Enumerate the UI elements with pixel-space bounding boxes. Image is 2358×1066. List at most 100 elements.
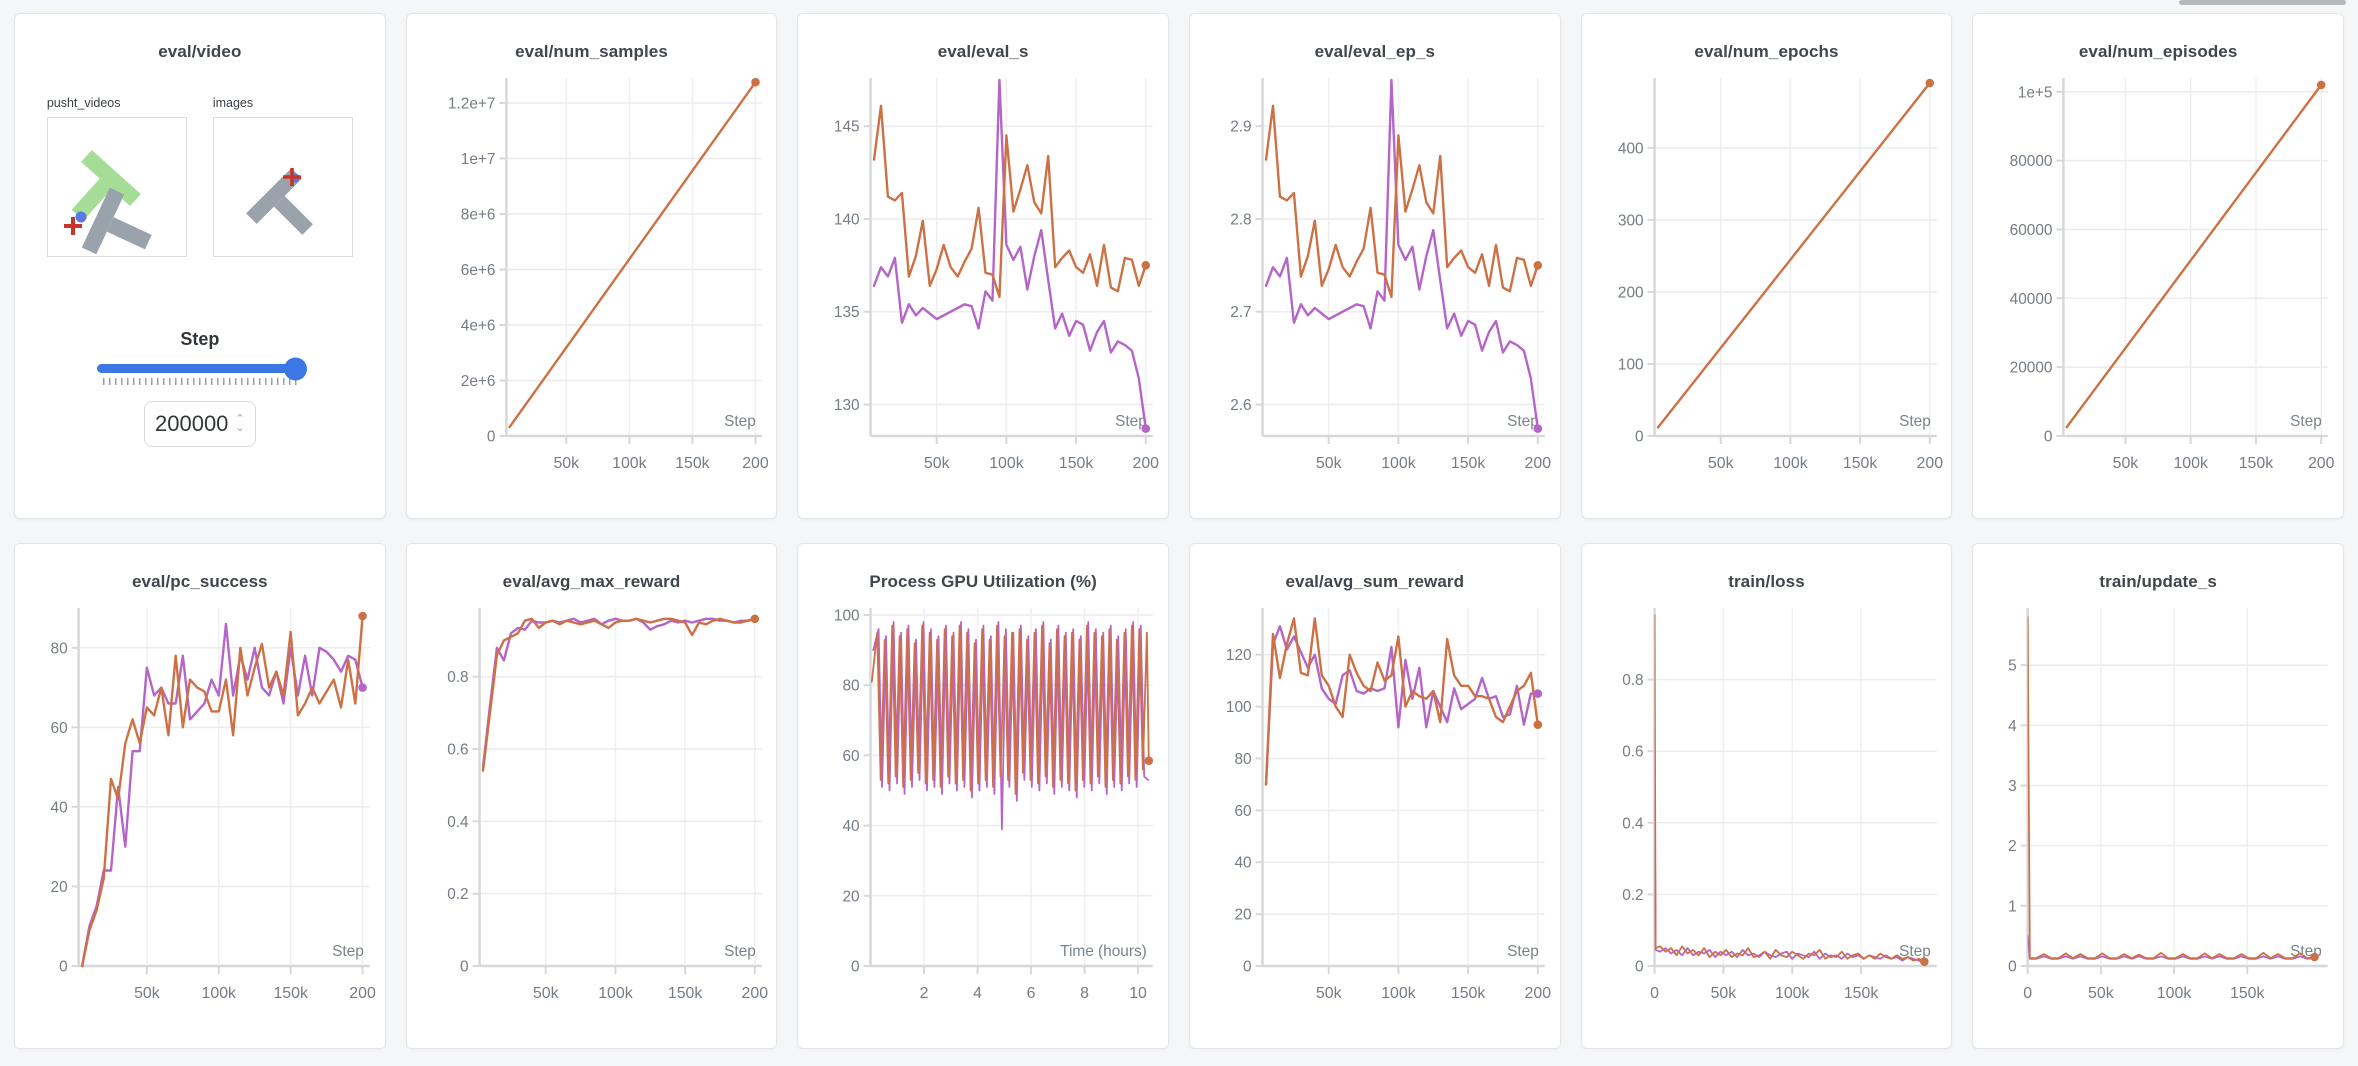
svg-text:2: 2 xyxy=(2008,838,2017,855)
svg-text:2: 2 xyxy=(920,985,929,1002)
svg-text:Step: Step xyxy=(1507,413,1539,430)
step-slider-ticks xyxy=(102,378,301,385)
chart-canvas: 0 20 40 60 80 100 120 50k 100k 150k 200 Step xyxy=(1226,608,1552,1002)
step-increment-button[interactable]: ⌃ xyxy=(235,413,245,425)
gray-t-shape xyxy=(245,168,313,235)
svg-text:4: 4 xyxy=(973,985,982,1002)
media-panel-title: eval/video xyxy=(158,42,242,61)
svg-text:50k: 50k xyxy=(2088,985,2114,1002)
svg-text:0: 0 xyxy=(2024,985,2033,1002)
svg-text:100k: 100k xyxy=(202,985,236,1002)
svg-text:150k: 150k xyxy=(2230,985,2264,1002)
scrollbar-thumb[interactable] xyxy=(2179,0,2346,5)
svg-text:50k: 50k xyxy=(1316,455,1342,472)
svg-text:130: 130 xyxy=(834,397,860,414)
panel-eval-num-episodes: eval/num_episodes 0 20000 40000 60000 80000 1… xyxy=(1972,13,2344,519)
svg-text:200: 200 xyxy=(742,455,769,472)
panel-train-update-s: train/update_s 0 1 2 3 4 5 0 50k 100k 150k Step xyxy=(1972,543,2344,1049)
svg-text:40: 40 xyxy=(843,818,860,835)
images-label: images xyxy=(212,96,254,110)
svg-text:1.2e+7: 1.2e+7 xyxy=(448,95,496,112)
svg-text:0.6: 0.6 xyxy=(447,741,468,758)
chart-title: eval/avg_sum_reward xyxy=(1285,572,1465,591)
svg-text:80: 80 xyxy=(51,640,68,657)
step-slider-handle[interactable] xyxy=(283,357,307,380)
chart-title: eval/eval_ep_s xyxy=(1314,42,1436,61)
chart-canvas: 0 20000 40000 60000 80000 1e+5 50k 100k 150k 200 S… xyxy=(2010,78,2335,472)
pusht-videos-column: pusht_videos xyxy=(46,96,187,257)
chart-title: eval/pc_success xyxy=(131,572,268,591)
chart-title: train/update_s xyxy=(2099,572,2217,591)
chart-title: eval/eval_s xyxy=(937,42,1029,61)
panel-grid: eval/video pusht_videos xyxy=(14,13,2344,1049)
pusht-video-thumbnail[interactable] xyxy=(46,117,187,257)
svg-text:40: 40 xyxy=(1234,855,1251,872)
goal-cross-icon xyxy=(282,168,301,186)
svg-text:Step: Step xyxy=(1507,943,1539,960)
svg-text:0: 0 xyxy=(2008,958,2017,975)
panel-train-loss: train/loss 0 0.2 0.4 0.6 0.8 0 50k 100k 150k Step xyxy=(1580,543,1953,1049)
svg-text:8: 8 xyxy=(1080,985,1089,1002)
chart-canvas: 2.6 2.7 2.8 2.9 50k 100k 150k 200 Step xyxy=(1230,78,1552,472)
step-number-input[interactable]: 200000 ⌃ ⌄ xyxy=(143,401,256,447)
svg-text:0.4: 0.4 xyxy=(1622,815,1644,832)
svg-text:1e+7: 1e+7 xyxy=(460,151,495,168)
svg-text:200: 200 xyxy=(1525,985,1552,1002)
panel-gpu-utilization: Process GPU Utilization (%) 0 20 40 60 80 100… xyxy=(797,543,1169,1049)
svg-text:40000: 40000 xyxy=(2010,291,2053,308)
svg-text:150k: 150k xyxy=(1451,455,1485,472)
svg-text:120: 120 xyxy=(1226,647,1252,664)
chart-canvas: 0 20 40 60 80 50k 100k 150k 200 Step xyxy=(51,608,376,1002)
svg-text:2.8: 2.8 xyxy=(1230,211,1251,228)
svg-text:0: 0 xyxy=(1635,958,1644,975)
svg-text:50k: 50k xyxy=(1710,985,1736,1002)
svg-text:200: 200 xyxy=(1916,455,1943,472)
svg-text:0: 0 xyxy=(1243,958,1252,975)
step-slider[interactable] xyxy=(96,357,307,380)
svg-text:2.6: 2.6 xyxy=(1230,397,1251,414)
svg-text:200: 200 xyxy=(349,985,376,1002)
step-slider-wrap xyxy=(96,357,307,385)
step-decrement-button[interactable]: ⌄ xyxy=(235,422,245,434)
svg-text:100k: 100k xyxy=(990,455,1024,472)
svg-text:200: 200 xyxy=(1525,455,1552,472)
svg-text:50k: 50k xyxy=(533,985,559,1002)
panel-eval-pc-success: eval/pc_success 0 20 40 60 80 50k 100k 150k 200 S… xyxy=(14,543,386,1049)
svg-text:0.8: 0.8 xyxy=(447,669,468,686)
agent-dot xyxy=(75,211,87,223)
pusht-video-frame xyxy=(63,149,152,255)
svg-text:0: 0 xyxy=(1650,985,1659,1002)
svg-text:Step: Step xyxy=(1899,413,1931,430)
svg-text:100k: 100k xyxy=(1381,455,1415,472)
svg-text:100k: 100k xyxy=(1381,985,1415,1002)
panel-eval-eval-ep-s: eval/eval_ep_s 2.6 2.7 2.8 2.9 50k 100k 150k 20… xyxy=(1188,13,1561,519)
pusht-videos-label: pusht_videos xyxy=(46,96,121,110)
svg-text:50k: 50k xyxy=(924,455,950,472)
svg-text:100: 100 xyxy=(834,607,860,624)
svg-text:100k: 100k xyxy=(1773,455,1807,472)
panel-eval-num-epochs: eval/num_epochs 0 100 200 300 400 50k 100k 150k… xyxy=(1580,13,1953,519)
chart-title: Process GPU Utilization (%) xyxy=(869,572,1097,591)
images-thumbnail[interactable] xyxy=(212,117,353,257)
svg-text:100k: 100k xyxy=(598,985,632,1002)
svg-text:50k: 50k xyxy=(134,985,160,1002)
thumbnail-row: pusht_videos xyxy=(15,96,385,257)
step-value: 200000 xyxy=(155,411,229,436)
svg-text:100k: 100k xyxy=(2174,455,2208,472)
svg-text:60: 60 xyxy=(1234,803,1251,820)
svg-text:150k: 150k xyxy=(1451,985,1485,1002)
svg-text:20000: 20000 xyxy=(2010,360,2053,377)
chart-canvas: 0 0.2 0.4 0.6 0.8 50k 100k 150k 200 Step xyxy=(447,608,768,1002)
svg-text:150k: 150k xyxy=(675,455,709,472)
svg-text:4e+6: 4e+6 xyxy=(460,317,495,334)
chart-canvas: 0 20 40 60 80 100 2 4 6 8 10 Time (hours) xyxy=(834,607,1154,1002)
svg-text:1: 1 xyxy=(2008,898,2017,915)
panel-eval-avg-sum-reward: eval/avg_sum_reward 0 20 40 60 80 100 120 50k 10… xyxy=(1188,543,1561,1049)
svg-text:6: 6 xyxy=(1027,985,1036,1002)
svg-text:300: 300 xyxy=(1618,212,1644,229)
chart-canvas: 0 100 200 300 400 50k 100k 150k 200 Step xyxy=(1618,78,1943,472)
svg-text:400: 400 xyxy=(1618,140,1644,157)
svg-text:Step: Step xyxy=(1899,943,1931,960)
